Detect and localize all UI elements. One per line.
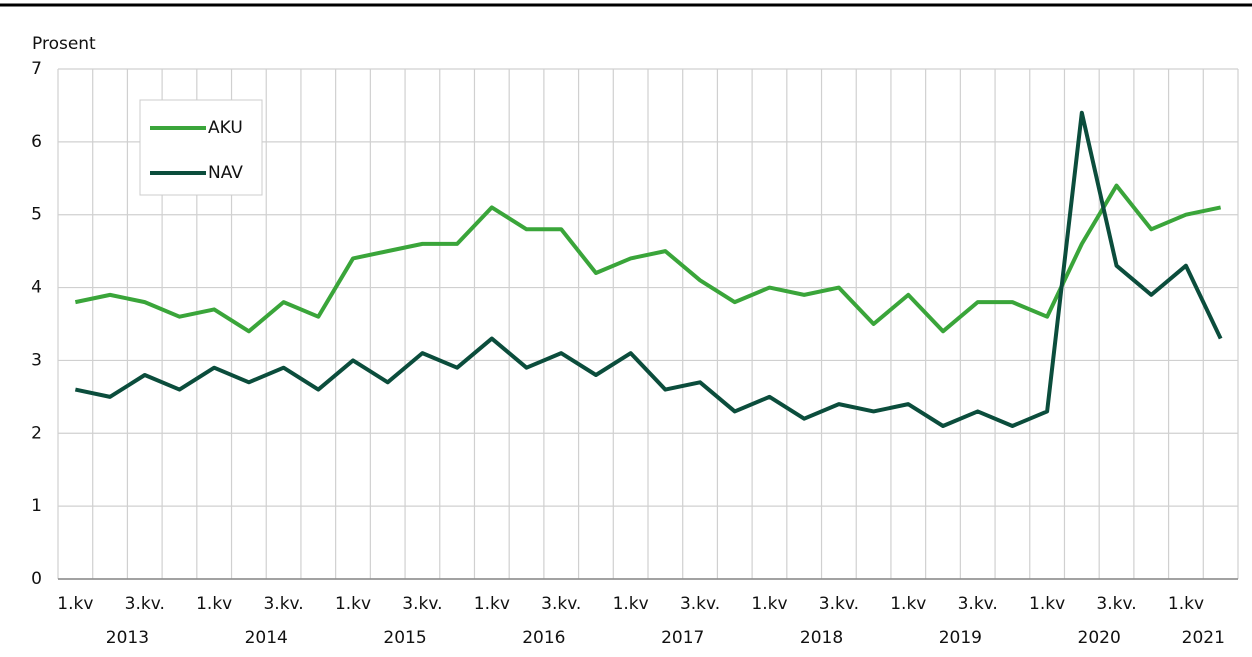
legend-label: AKU [208,118,243,138]
y-tick-label: 4 [31,278,42,298]
x-tick-label: 3.kv. [680,594,720,614]
x-tick-label: 3.kv. [263,594,303,614]
x-tick-label: 3.kv. [125,594,165,614]
line-series [74,183,1222,334]
x-tick-label: 1.kv [474,594,510,614]
x-tick-label: 3.kv. [402,594,442,614]
x-tick-label: 1.kv [1168,594,1204,614]
y-tick-label: 1 [31,496,42,516]
y-axis-label: Prosent [32,34,96,54]
x-tick-label: 1.kv [57,594,93,614]
year-label: 2020 [1078,628,1121,648]
year-label: 2016 [522,628,565,648]
year-label: 2017 [661,628,704,648]
year-label: 2021 [1182,628,1225,648]
x-tick-label: 3.kv. [1096,594,1136,614]
y-tick-label: 6 [31,132,42,152]
year-label: 2019 [939,628,982,648]
x-tick-label: 1.kv [890,594,926,614]
legend-box [139,99,263,196]
y-tick-label: 0 [31,569,42,589]
x-tick-label: 1.kv [335,594,371,614]
x-tick-label: 1.kv [751,594,787,614]
x-tick-label: 1.kv [613,594,649,614]
year-label: 2013 [106,628,149,648]
line-series [74,110,1223,428]
year-label: 2015 [383,628,426,648]
y-tick-label: 3 [31,350,42,370]
x-tick-label: 1.kv [196,594,232,614]
year-label: 2014 [245,628,288,648]
x-tick-label: 3.kv. [819,594,859,614]
legend-label: NAV [208,163,243,183]
y-tick-label: 2 [31,423,42,443]
year-label: 2018 [800,628,843,648]
x-tick-label: 1.kv [1029,594,1065,614]
x-tick-label: 3.kv. [541,594,581,614]
y-tick-label: 7 [31,59,42,79]
y-tick-label: 5 [31,205,42,225]
x-tick-label: 3.kv. [958,594,998,614]
